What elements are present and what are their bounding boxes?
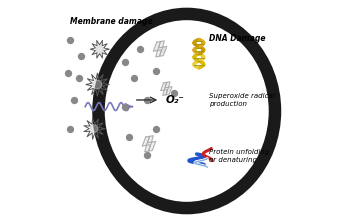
Point: [160, 48, 165, 51]
Text: DNA Damage: DNA Damage: [209, 34, 265, 43]
Point: [138, 48, 143, 51]
Point: [144, 98, 150, 102]
Point: [127, 136, 132, 139]
Text: Superoxide radical
production: Superoxide radical production: [209, 93, 274, 107]
Point: [67, 39, 73, 42]
Polygon shape: [161, 82, 169, 95]
Ellipse shape: [99, 14, 275, 208]
Polygon shape: [164, 82, 172, 95]
Point: [71, 98, 77, 102]
Point: [153, 69, 159, 73]
Polygon shape: [93, 80, 102, 89]
Point: [76, 76, 82, 80]
Polygon shape: [153, 42, 163, 57]
Point: [171, 92, 176, 95]
Polygon shape: [146, 136, 156, 151]
Point: [122, 61, 128, 64]
Point: [78, 54, 84, 58]
Text: O₂⁻: O₂⁻: [166, 95, 185, 105]
Polygon shape: [96, 46, 103, 53]
Point: [144, 153, 150, 157]
Point: [153, 127, 159, 130]
Text: Membrane damage: Membrane damage: [70, 17, 152, 26]
Polygon shape: [142, 136, 152, 152]
Point: [65, 72, 70, 75]
Polygon shape: [90, 125, 98, 133]
Point: [122, 105, 128, 108]
Point: [131, 76, 137, 80]
Polygon shape: [157, 41, 167, 56]
Text: Protein unfolding
or denaturing: Protein unfolding or denaturing: [209, 149, 269, 163]
Point: [67, 127, 73, 130]
